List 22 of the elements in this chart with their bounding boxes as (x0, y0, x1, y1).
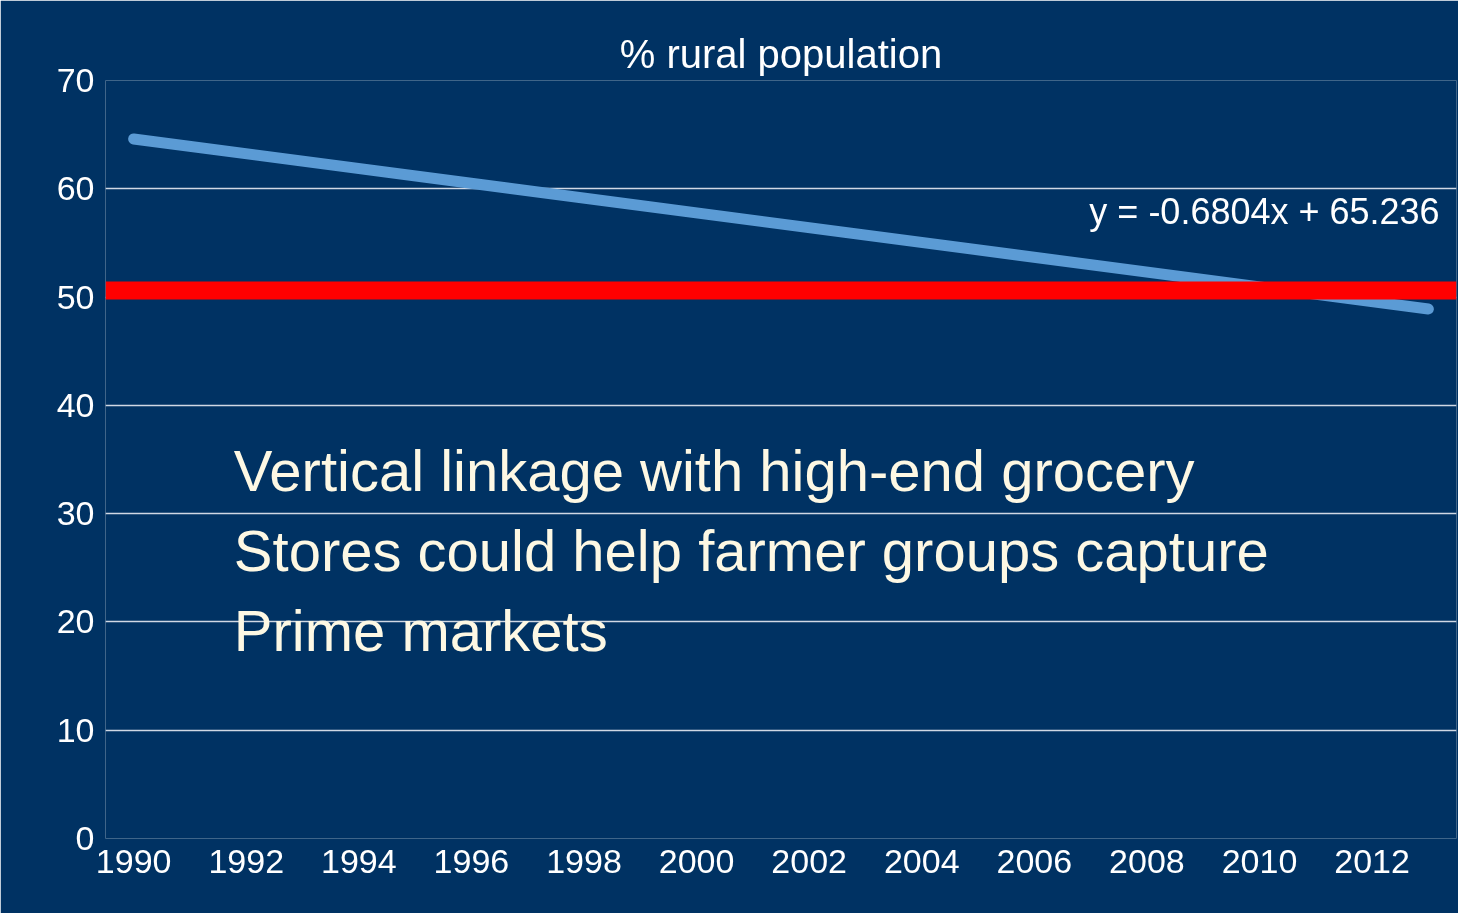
y-tick-label: 40 (56, 385, 95, 424)
x-tick-label: 1994 (320, 841, 397, 880)
y-tick-label: 70 (56, 61, 95, 99)
y-tick-label: 10 (56, 710, 95, 749)
x-tick-label: 2000 (658, 841, 735, 880)
x-tick-label: 1998 (546, 841, 622, 880)
y-tick-label: 20 (56, 602, 95, 641)
x-tick-label: 2008 (1109, 841, 1185, 880)
y-tick-label: 60 (56, 169, 95, 208)
chart-title: % rural population (619, 31, 943, 76)
x-tick-label: 2004 (883, 841, 960, 880)
annotation: y = -0.6804x + 65.236 (1089, 191, 1440, 233)
x-tick-label: 2006 (996, 841, 1073, 880)
x-tick-label: 2012 (1334, 841, 1410, 880)
x-tick-label: 2002 (771, 841, 847, 880)
x-tick-label: 1992 (208, 841, 285, 880)
y-tick-label: 0 (75, 819, 95, 857)
y-tick-label: 50 (56, 277, 95, 316)
x-tick-label: 1996 (433, 841, 510, 880)
x-tick-label: 1990 (95, 841, 172, 880)
x-tick-label: 2010 (1221, 841, 1298, 880)
y-tick-label: 30 (56, 494, 95, 533)
